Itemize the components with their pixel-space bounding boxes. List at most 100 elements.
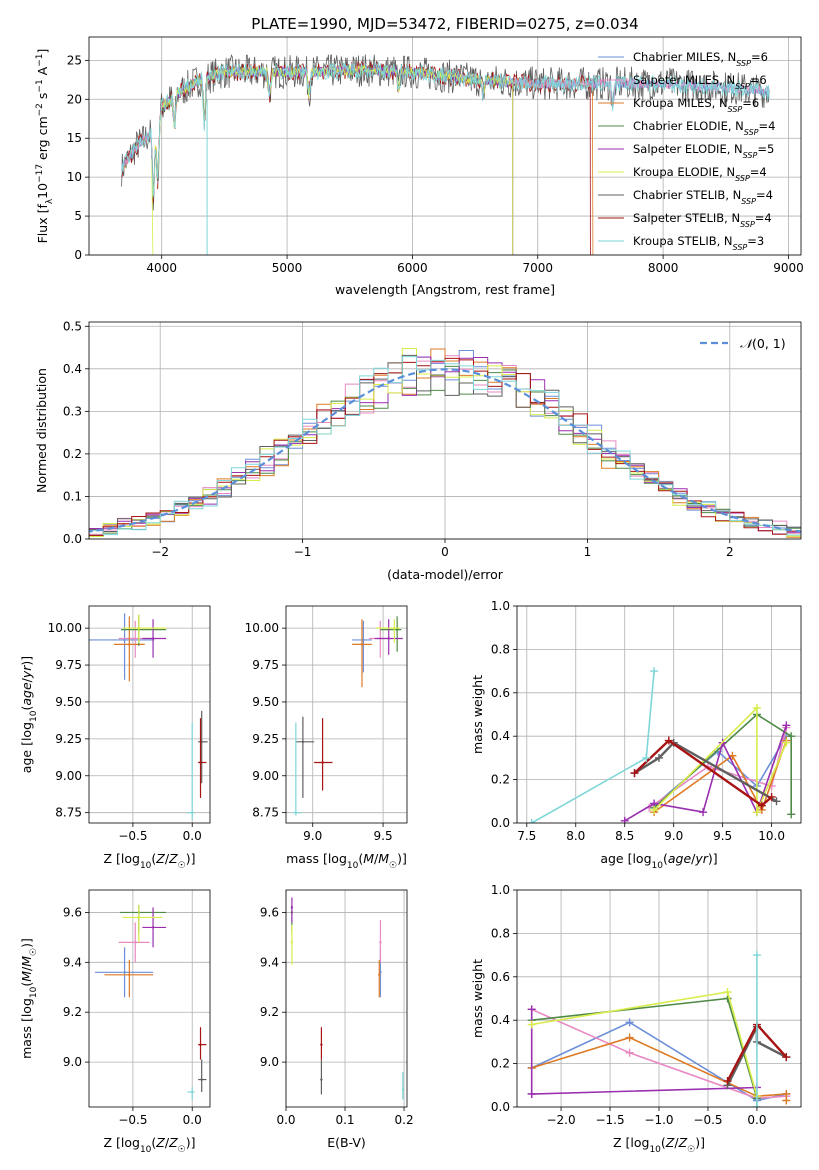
spectrum-ylabel-part: Flux [f [35,204,50,244]
spectrum-ylabel-part: λ [45,198,55,204]
x-tick-label: 0.0 [183,829,202,843]
weight-vs-age-frame [516,605,802,824]
y-tick-label: 9.4 [260,955,279,969]
data-point [393,626,396,630]
mass-vs-Z-xlabel-part: / [165,1135,170,1150]
data-point [128,973,131,977]
mass-vs-Z-xlabel-part: )] [186,1135,196,1150]
age-vs-mass-xlabel-part: ☉ [389,861,397,871]
x-tick-label: −0.5 [118,829,147,843]
age-vs-mass-axes: 9.0 9.5 8.75 9.00 9.25 9.50 9.75 10.00 [245,606,407,843]
residuals-frame [88,321,802,540]
x-tick-label: 2 [726,545,734,559]
x-tick-label: −2.0 [546,1113,575,1127]
age-vs-Z-xlabel-part: 10 [140,861,152,871]
data-point [123,638,126,642]
x-tick-label: 8.0 [566,829,585,843]
spectrum-ylabel: Flux [fλ10−17 erg cm−2 s−1 A−1] [35,49,55,244]
y-tick-label: 0.3 [63,404,82,418]
y-tick-label: 9.2 [260,1005,279,1019]
plus-marker [527,1089,536,1098]
age-vs-mass-xlabel-part: M [378,851,389,866]
mass-vs-Z-frame [88,889,211,1108]
x-tick-label: 5000 [272,261,303,275]
plus-marker [787,732,796,741]
legend-sub: SSP [735,174,750,183]
weight-vs-age-xlabel-part: 10 [652,861,664,871]
age-vs-Z-points [89,613,208,821]
plus-marker [642,753,651,762]
y-tick-label: 9.6 [260,905,279,919]
y-tick-label: 0.6 [491,686,510,700]
y-tick-label: 9.25 [55,732,82,746]
normal-curve [89,368,801,533]
y-tick-label: 0.2 [491,773,510,787]
residual-histograms [89,348,801,539]
data-point [128,643,131,646]
weight-vs-Z-xlabel-part: / [674,1135,679,1150]
plus-marker [767,792,776,801]
y-tick-label: 8.75 [55,806,82,820]
legend-label: Kroupa ELODIE, NSSP=4 [633,165,767,183]
plus-marker [757,801,766,810]
age-vs-Z-grid [89,606,210,823]
weight-vs-Z-ylabel: mass weight [470,959,485,1038]
y-tick-label: 9.75 [55,658,82,672]
mass-vs-Z-xlabel: Z [log10(Z/Z☉)] [103,1135,195,1155]
y-tick-label: 0.0 [63,532,82,546]
legend-sub: SSP [733,243,748,252]
age-vs-Z-axes: −0.5 0.0 8.75 9.00 9.25 9.50 9.75 10.00 [48,606,210,843]
weight-vs-Z-xlabel-part: Z [665,1135,675,1150]
figure-title: PLATE=1990, MJD=53472, FIBERID=0275, z=0… [251,15,638,33]
spectrum-ylabel-part: erg cm [35,116,50,164]
legend-label: Chabrier STELIB, NSSP=4 [633,188,773,206]
plus-marker [620,816,629,823]
legend-name: Salpeter MILES, N [633,73,735,87]
x-tick-label: 1 [584,545,592,559]
weight-vs-Z-xlabel-part: 10 [649,1145,661,1155]
legend-sub: SSP [743,151,758,160]
legend-name: Chabrier ELODIE, N [633,119,744,133]
age-vs-mass-xlabel-part: mass [log [286,851,347,866]
y-tick-label: 9.00 [252,769,279,783]
x-tick-label: 6000 [397,261,428,275]
plus-marker [650,667,659,676]
age-vs-mass-frame [285,605,408,824]
age-vs-Z-frame [88,605,211,824]
legend-sub: SSP [740,220,755,229]
plus-marker [527,819,536,823]
mass-vs-EBV-frame [285,889,408,1108]
age-vs-Z-xlabel-part: Z [log [103,851,139,866]
legend-sub: SSP [736,59,751,68]
y-tick-label: 10.00 [48,621,82,635]
data-point [151,926,155,929]
y-tick-label: 8.75 [252,806,279,820]
age-vs-Z-ylabel-part: )] [19,656,34,666]
age-vs-Z-xlabel-part: / [165,851,170,866]
y-tick-label: 0.0 [491,1100,510,1114]
mass-vs-Z-ylabel-part: 10 [29,986,39,998]
weight-vs-age-xlabel-part: ( [663,851,668,866]
weight-vs-age-xlabel-part: )] [708,851,718,866]
mass-vs-Z-ylabel-part: ☉ [29,948,39,956]
plus-marker [650,805,659,814]
age-vs-Z-xlabel-part: ☉ [178,861,186,871]
mass-vs-Z-xlabel-part: 10 [140,1145,152,1155]
y-tick-label: 9.50 [55,695,82,709]
mass-vs-Z-xlabel-part: ☉ [178,1145,186,1155]
age-vs-Z-ylabel: age [log10(age/yr)] [19,656,39,773]
legend-count: =4 [755,211,772,225]
x-tick-label: −1.0 [644,1113,673,1127]
plus-marker [752,703,761,712]
y-tick-label: 1.0 [491,599,510,613]
y-tick-label: 0.5 [63,319,82,333]
mass-vs-Z-xlabel-part: Z [168,1135,178,1150]
data-point [290,941,294,944]
data-point [320,1078,323,1081]
y-tick-label: 9.0 [63,1055,82,1069]
data-point [134,637,137,640]
mass-vs-Z-ylabel: mass [log10(M/M☉)] [19,938,39,1059]
mass-vs-Z-ylabel-part: ( [19,982,34,987]
legend-name: Kroupa ELODIE, N [633,165,735,179]
